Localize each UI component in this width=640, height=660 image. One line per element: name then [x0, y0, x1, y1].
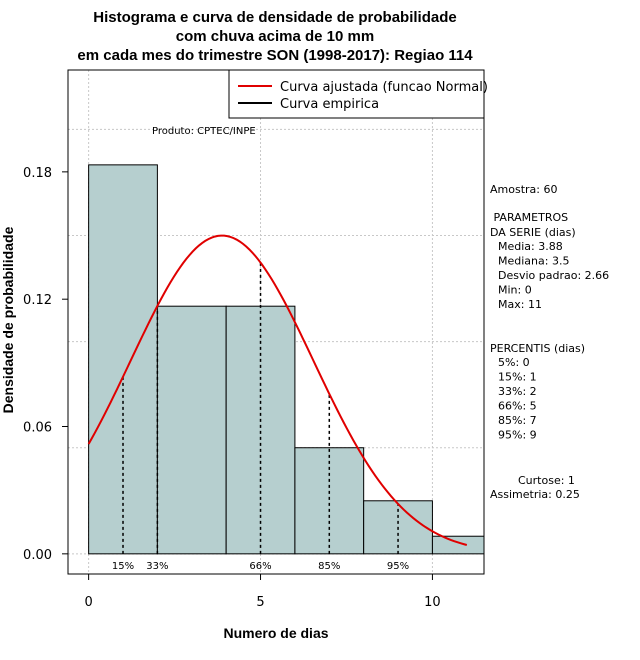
product-annotation: Produto: CPTEC/INPE	[152, 126, 256, 137]
chart-title-line-3: em cada mes do trimestre SON (1998-2017)…	[77, 47, 473, 64]
param-item-2: Desvio padrao: 2.66	[498, 269, 609, 282]
skewness: Assimetria: 0.25	[490, 488, 580, 501]
axes: 0 5 10 0.00 0.06 0.12 0.18	[23, 166, 441, 610]
legend-label-empirical: Curva empirica	[280, 97, 379, 112]
percentile-label-15%: 15%	[112, 561, 134, 572]
x-tick-label-0: 0	[84, 595, 92, 610]
chart-title-line-2: com chuva acima de 10 mm	[176, 28, 374, 45]
legend: Curva ajustada (funcao Normal) Curva emp…	[228, 69, 488, 119]
percentis-list: 5%: 0 15%: 133%: 2 66%: 585%: 7 95%: 9	[498, 356, 537, 442]
params-heading-1: PARAMETROS	[490, 211, 568, 224]
percentile-label-66%: 66%	[249, 561, 271, 572]
percentil-item-3: 66%: 5	[498, 400, 537, 413]
y-tick-label-2: 0.12	[23, 293, 52, 308]
param-item-4: Max: 11	[498, 298, 542, 311]
x-tick-label-2: 10	[424, 595, 441, 610]
legend-label-normal: Curva ajustada (funcao Normal)	[280, 80, 488, 95]
percentile-label-85%: 85%	[318, 561, 340, 572]
sample-size: Amostra: 60	[490, 183, 557, 196]
param-item-1: Mediana: 3.5	[498, 255, 569, 268]
kurtosis: Curtose: 1	[518, 474, 575, 487]
param-item-3: Min: 0	[498, 284, 532, 297]
percentil-item-2: 33%: 2	[498, 385, 537, 398]
param-item-0: Media: 3.88	[498, 240, 563, 253]
y-tick-label-3: 0.18	[23, 166, 52, 181]
percentil-item-0: 5%: 0	[498, 356, 530, 369]
chart-title-line-1: Histograma e curva de densidade de proba…	[93, 9, 456, 26]
x-axis-title: Numero de dias	[223, 625, 328, 641]
histogram-bar-5	[431, 535, 485, 555]
percentile-label-95%: 95%	[387, 561, 409, 572]
params-heading-2: DA SERIE (dias)	[490, 226, 576, 239]
y-tick-label-0: 0.00	[23, 548, 52, 563]
normal-curve	[87, 234, 468, 546]
percentile-label-33%: 33%	[146, 561, 168, 572]
histogram-bars	[88, 164, 485, 555]
percentil-item-1: 15%: 1	[498, 371, 537, 384]
x-tick-label-1: 5	[256, 595, 264, 610]
statistics-panel: Amostra: 60 PARAMETROS DA SERIE (dias) M…	[490, 183, 609, 501]
histogram-bar-0	[88, 164, 158, 555]
y-axis-title: Densidade de probabilidade	[0, 226, 16, 413]
legend-box	[228, 69, 485, 119]
y-tick-label-1: 0.06	[23, 421, 52, 436]
percentil-item-4: 85%: 7	[498, 414, 537, 427]
histogram-bar-1	[156, 305, 227, 555]
percentil-item-5: 95%: 9	[498, 429, 537, 442]
percentis-heading: PERCENTIS (dias)	[490, 342, 585, 355]
histogram-bar-3	[294, 447, 365, 555]
normal-curve-line	[87, 234, 468, 546]
percentile-lines: 15% 33% 66% 85% 95%	[112, 262, 409, 572]
